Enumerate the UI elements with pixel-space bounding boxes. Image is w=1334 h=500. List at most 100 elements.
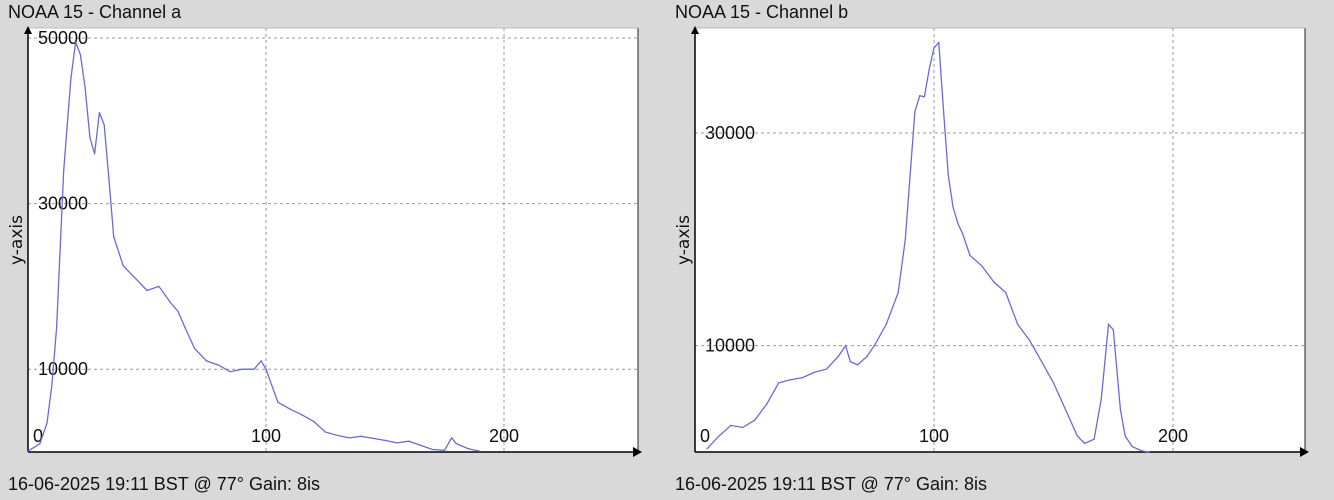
data-point [718, 435, 720, 437]
data-point [217, 364, 219, 366]
data-point [55, 327, 58, 329]
data-point [1148, 451, 1150, 453]
data-point [1040, 361, 1043, 363]
data-point [1017, 323, 1019, 325]
data-point [79, 53, 81, 56]
data-point [177, 310, 179, 312]
data-point [1029, 339, 1031, 341]
data-point [313, 420, 315, 422]
data-point [1064, 408, 1067, 411]
y-axis-arrow-icon [691, 26, 699, 34]
data-point [914, 111, 916, 113]
data-point [301, 414, 303, 416]
data-point [790, 379, 792, 381]
data-point [849, 361, 851, 363]
data-point [324, 431, 327, 433]
data-point [1141, 450, 1143, 452]
data-point [265, 368, 267, 370]
data-point [146, 289, 148, 292]
data-point [909, 174, 911, 177]
data-point [194, 347, 196, 350]
data-point [778, 382, 780, 384]
data-point [1093, 438, 1095, 440]
data-point [993, 281, 995, 283]
y-tick-label: 30000 [38, 194, 88, 214]
data-point [952, 206, 954, 209]
x-tick-label: 100 [919, 426, 949, 446]
data-point [455, 443, 457, 445]
data-point [84, 87, 86, 89]
data-point [158, 285, 160, 287]
data-point [432, 448, 434, 451]
data-point [98, 111, 100, 114]
data-point [813, 371, 816, 373]
data-point [942, 111, 945, 113]
data-point [27, 450, 29, 452]
data-point [837, 355, 839, 357]
data-point [801, 376, 804, 379]
data-point [113, 236, 115, 238]
data-point [384, 439, 386, 442]
data-point [39, 443, 41, 445]
data-point [443, 449, 446, 451]
data-point [923, 96, 926, 98]
data-point [289, 408, 291, 410]
data-point [919, 95, 921, 97]
data-point [897, 291, 899, 294]
data-point [1131, 446, 1133, 448]
data-point [51, 385, 53, 387]
data-point [766, 403, 768, 405]
data-point [229, 371, 231, 373]
data-point [451, 437, 453, 439]
data-point [1076, 435, 1078, 437]
data-point [825, 368, 828, 370]
data-point [928, 68, 930, 70]
data-point [1124, 435, 1126, 437]
data-point [70, 78, 72, 80]
series-line [706, 41, 1150, 453]
data-point [1119, 408, 1122, 411]
chart-footer-status: 16-06-2025 19:11 BST @ 77° Gain: 8is [8, 474, 320, 494]
data-point [969, 254, 971, 256]
y-tick-label: 50000 [38, 28, 88, 48]
data-point [205, 360, 208, 362]
y-axis-label: y-axis [674, 215, 694, 265]
y-axis-arrow-icon [24, 26, 32, 34]
data-point [754, 419, 756, 421]
data-point [103, 124, 105, 126]
data-point [1005, 291, 1007, 294]
data-point [938, 42, 940, 44]
data-point [742, 426, 744, 429]
data-point [904, 238, 906, 240]
data-point [873, 345, 875, 347]
x-tick-label: 200 [1158, 426, 1188, 446]
y-axis-label: y-axis [7, 215, 27, 265]
data-point [420, 444, 422, 446]
y-tick-label: 10000 [705, 336, 755, 356]
plot-area-channel-a: 0 100 200 10000 30000 50000 y-axis [7, 26, 642, 457]
data-point [122, 265, 124, 267]
y-tick-label: 30000 [705, 123, 755, 143]
data-point [260, 360, 262, 362]
data-point [94, 153, 96, 155]
chart-title: NOAA 15 - Channel b [675, 2, 849, 22]
data-point [1052, 382, 1055, 384]
plot-area-channel-b: 0 100 200 10000 30000 y-axis [674, 26, 1309, 457]
x-tick-label: 0 [700, 426, 710, 446]
data-point [108, 178, 110, 180]
data-point [253, 368, 255, 370]
data-point [962, 233, 964, 235]
x-axis-arrow-icon [633, 447, 642, 457]
data-point [348, 437, 350, 439]
data-point [408, 440, 410, 442]
data-point [184, 327, 186, 329]
data-point [957, 222, 959, 224]
data-point [396, 442, 398, 444]
data-point [479, 450, 481, 452]
plot-background [695, 28, 1305, 452]
plot-background [28, 28, 638, 452]
data-point [134, 277, 136, 279]
chart-title: NOAA 15 - Channel a [8, 2, 182, 22]
data-point [277, 401, 279, 403]
data-point [63, 169, 65, 172]
